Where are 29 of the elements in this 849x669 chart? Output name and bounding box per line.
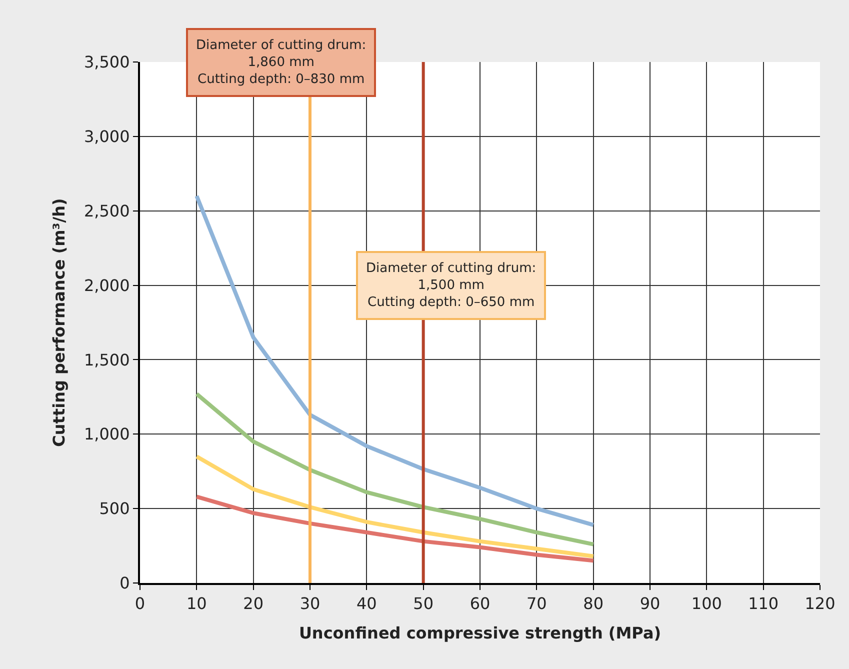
x-tick-label: 90 [640,594,660,614]
y-tick-label: 3,000 [84,127,130,146]
line-series [194,194,596,527]
x-tick-label: 120 [804,594,836,614]
y-tick-label: 500 [99,499,130,518]
x-tick-label: 60 [470,594,490,614]
annotation: Diameter of cutting drum: 1,500 mm Cutting depth: 0–650 mm [366,261,536,310]
x-tick-label: 110 [748,594,779,614]
x-tick-label: 20 [243,594,264,614]
y-tick-label: 1,000 [84,424,130,444]
x-tick-label: 50 [413,594,434,614]
y-tick-label: 2,500 [84,201,130,220]
x-tick-label: 0 [134,594,146,614]
y-tick-label: 1,500 [84,350,130,370]
x-tick-label: 100 [691,594,722,614]
x-tick-label: 40 [356,594,377,614]
line-series [194,494,596,563]
x-tick-label: 80 [583,594,604,614]
x-axis-title: Unconfined compressive strength (MPa) [298,623,662,642]
y-tick-label: 3,500 [84,52,130,72]
x-tick-label: 30 [300,594,320,614]
line-series [194,454,596,558]
y-tick-label: 0 [120,574,130,593]
y-tick-label: 2,000 [84,276,130,295]
y-axis-title: Cutting performance (m³/h) [49,198,68,447]
annotation: Diameter of cutting drum: 1,860 mm Cutting depth: 0–830 mm [196,38,366,87]
x-tick-label: 10 [186,594,207,614]
x-tick-label: 70 [526,594,547,614]
line-series [194,392,596,546]
